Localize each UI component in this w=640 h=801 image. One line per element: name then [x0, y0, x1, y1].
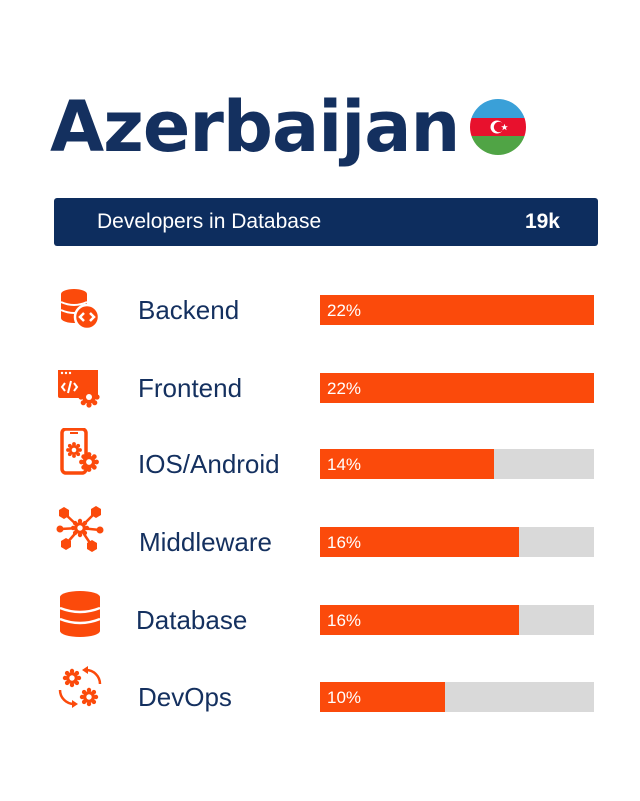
bar-track: 16%	[320, 527, 594, 557]
bar-fill	[320, 682, 445, 712]
category-row: IOS/Android 14%	[0, 428, 640, 500]
mobile-gear-icon	[60, 428, 99, 475]
bar-fill	[320, 449, 495, 479]
bar-value-label: 22%	[327, 301, 362, 320]
developers-banner: Developers in Database 19k	[54, 198, 598, 246]
browser-code-gear-icon	[58, 370, 100, 408]
bar-fill	[320, 605, 520, 635]
bar-value-label: 16%	[327, 533, 362, 552]
bar-fill	[320, 527, 520, 557]
page-title: Azerbaijan	[50, 86, 460, 168]
bar-fill	[320, 295, 594, 325]
category-row: Middleware 16%	[0, 506, 640, 578]
banner-label: Developers in Database	[97, 210, 322, 233]
category-label: Database	[136, 605, 248, 635]
bar-value-label: 22%	[327, 379, 362, 398]
category-row: Database 16%	[0, 591, 640, 656]
azerbaijan-flag-icon	[470, 99, 526, 155]
category-label: IOS/Android	[138, 449, 280, 479]
banner-value: 19k	[524, 210, 560, 233]
bar-fill	[320, 373, 594, 403]
network-hub-icon	[56, 506, 104, 552]
gears-cycle-icon	[58, 666, 102, 708]
category-row: Backend 22%	[0, 286, 640, 346]
bar-track: 22%	[320, 295, 594, 325]
bar-track: 16%	[320, 605, 594, 635]
bar-track: 22%	[320, 373, 594, 403]
bar-value-label: 14%	[327, 455, 362, 474]
category-label: Middleware	[139, 527, 272, 557]
database-code-icon	[60, 289, 101, 331]
bar-value-label: 16%	[327, 611, 362, 630]
category-row: Frontend 22%	[0, 364, 640, 424]
category-label: Backend	[138, 295, 240, 325]
bar-track: 14%	[320, 449, 594, 479]
category-label: Frontend	[138, 373, 243, 403]
category-row: DevOps 10%	[0, 666, 640, 733]
database-icon	[59, 591, 101, 637]
bar-track: 10%	[320, 682, 594, 712]
bar-value-label: 10%	[327, 688, 362, 707]
category-label: DevOps	[138, 682, 232, 712]
